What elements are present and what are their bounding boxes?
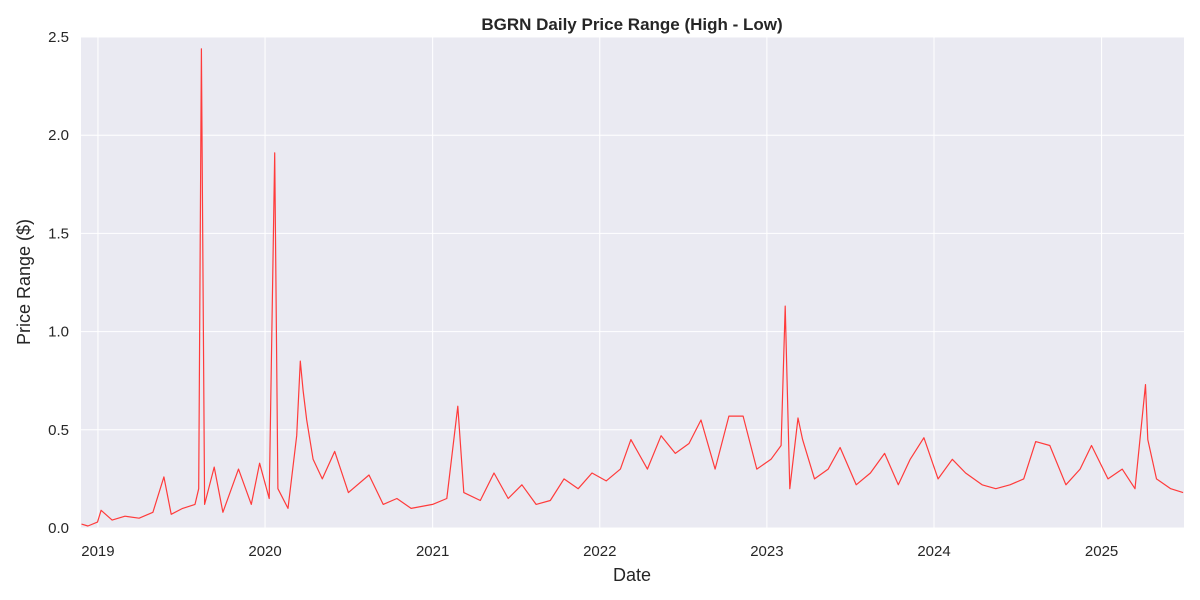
plot-background: [81, 37, 1184, 528]
x-tick-label: 2025: [1085, 543, 1118, 560]
x-tick-label: 2019: [81, 543, 114, 560]
x-tick-label: 2023: [750, 543, 783, 560]
y-tick-label: 2.0: [48, 127, 69, 144]
x-tick-label: 2021: [416, 543, 449, 560]
y-tick-label: 0.5: [48, 422, 69, 439]
y-tick-label: 1.0: [48, 324, 69, 341]
y-tick-label: 2.5: [48, 29, 69, 46]
y-tick-label: 0.0: [48, 520, 69, 537]
grid-lines: [81, 36, 1184, 529]
y-axis-label: Price Range ($): [14, 219, 34, 345]
chart-title: BGRN Daily Price Range (High - Low): [481, 15, 782, 34]
x-tick-label: 2022: [583, 543, 616, 560]
x-axis-label: Date: [613, 565, 651, 585]
tick-labels: 0.0 0.5 1.0 1.5 2.0 2.5 2019 2020 2021 2022 2023 20…: [48, 29, 1118, 560]
y-tick-label: 1.5: [48, 225, 69, 242]
x-tick-label: 2024: [917, 543, 950, 560]
series-layer: [81, 48, 1184, 527]
series-line: [81, 48, 1184, 527]
x-tick-label: 2020: [248, 543, 281, 560]
